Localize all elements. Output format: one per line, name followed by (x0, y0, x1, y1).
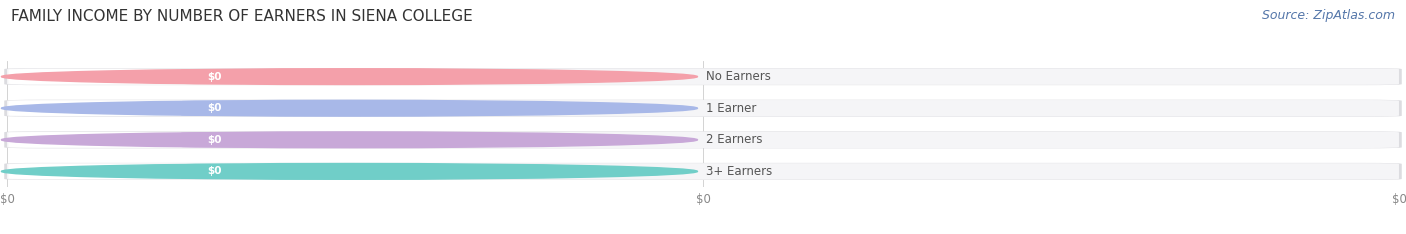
FancyBboxPatch shape (181, 101, 247, 116)
FancyBboxPatch shape (8, 69, 249, 84)
Circle shape (1, 132, 697, 148)
Text: $0: $0 (207, 103, 222, 113)
FancyBboxPatch shape (181, 132, 247, 147)
FancyBboxPatch shape (4, 163, 1402, 180)
Circle shape (1, 69, 697, 84)
FancyBboxPatch shape (8, 100, 249, 116)
Text: $0: $0 (207, 166, 222, 176)
FancyBboxPatch shape (4, 100, 1402, 117)
Text: FAMILY INCOME BY NUMBER OF EARNERS IN SIENA COLLEGE: FAMILY INCOME BY NUMBER OF EARNERS IN SI… (11, 9, 472, 24)
Text: No Earners: No Earners (706, 70, 770, 83)
Text: Source: ZipAtlas.com: Source: ZipAtlas.com (1261, 9, 1395, 22)
FancyBboxPatch shape (7, 132, 1399, 148)
FancyBboxPatch shape (7, 163, 1399, 180)
FancyBboxPatch shape (7, 68, 1399, 85)
Circle shape (1, 100, 697, 116)
Text: $0: $0 (207, 135, 222, 145)
Text: 3+ Earners: 3+ Earners (706, 165, 772, 178)
Text: 2 Earners: 2 Earners (706, 133, 762, 146)
FancyBboxPatch shape (181, 164, 247, 179)
FancyBboxPatch shape (8, 164, 249, 179)
Text: 1 Earner: 1 Earner (706, 102, 756, 115)
FancyBboxPatch shape (8, 132, 249, 148)
Circle shape (1, 164, 697, 179)
Text: $0: $0 (207, 72, 222, 82)
FancyBboxPatch shape (4, 131, 1402, 148)
FancyBboxPatch shape (181, 69, 247, 84)
FancyBboxPatch shape (7, 100, 1399, 117)
FancyBboxPatch shape (4, 68, 1402, 85)
